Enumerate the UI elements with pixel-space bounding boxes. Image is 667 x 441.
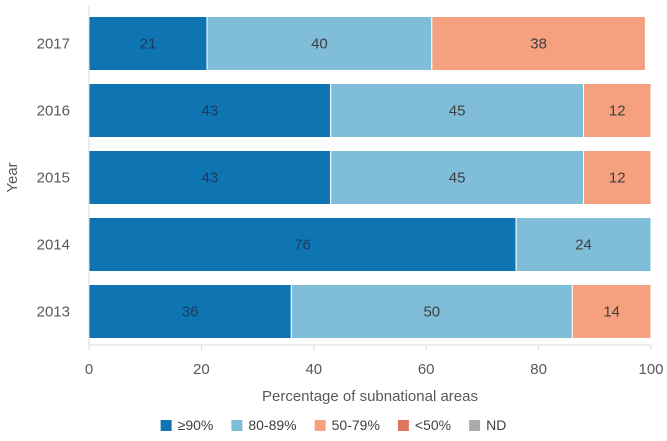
data-label-2013-series-2: 14	[603, 304, 620, 321]
bar-2015-series-1	[330, 150, 585, 205]
bar-2017-series-1	[206, 16, 433, 71]
data-label-2015-series-1: 45	[449, 170, 466, 187]
bar-2016-series-1	[330, 83, 585, 138]
bar-2016-series-0	[88, 83, 332, 138]
y-tick-label-2016: 2016	[37, 103, 70, 120]
y-tick-labels: 2017 2016 2015 2014 2013	[37, 36, 70, 321]
bars-layer	[88, 16, 652, 339]
bar-2014-series-0	[88, 217, 517, 272]
y-tick-label-2017: 2017	[37, 36, 70, 53]
legend-swatch-3	[397, 420, 409, 431]
legend-label-2: 50-79%	[332, 417, 380, 433]
x-tick-labels: 0 20 40 60 80 100	[85, 345, 664, 378]
data-label-2015-series-0: 43	[201, 170, 218, 187]
data-label-2017-series-1: 40	[311, 36, 328, 53]
bar-2014-series-1	[515, 217, 652, 272]
legend-label-1: 80-89%	[248, 417, 296, 433]
legend-label-3: <50%	[415, 417, 451, 433]
data-label-2017-series-2: 38	[530, 36, 547, 53]
data-label-2013-series-1: 50	[423, 304, 440, 321]
y-tick-label-2014: 2014	[37, 237, 70, 254]
data-label-2014-series-0: 76	[294, 237, 311, 254]
y-tick-label-2013: 2013	[37, 304, 70, 321]
bar-2013-series-2	[571, 284, 652, 339]
x-tick-label-80: 80	[530, 361, 547, 378]
legend: ≥90% 80-89% 50-79% <50% ND	[160, 417, 506, 433]
bar-2013-series-0	[88, 284, 292, 339]
legend-swatch-4	[469, 420, 481, 431]
x-tick-label-20: 20	[193, 361, 210, 378]
axes-layer	[88, 6, 651, 346]
bar-2015-series-2	[583, 150, 652, 205]
data-label-2017-series-0: 21	[140, 36, 157, 53]
legend-swatch-1	[231, 420, 243, 431]
legend-label-0: ≥90%	[178, 417, 214, 433]
legend-label-4: ND	[486, 417, 506, 433]
x-tick-label-0: 0	[85, 361, 93, 378]
data-label-2016-series-0: 43	[201, 103, 218, 120]
data-label-2016-series-2: 12	[609, 103, 626, 120]
data-label-2014-series-1: 24	[575, 237, 592, 254]
data-label-2016-series-1: 45	[449, 103, 466, 120]
y-axis-title: Year	[4, 162, 21, 192]
data-label-2013-series-0: 36	[182, 304, 199, 321]
x-axis-title: Percentage of subnational areas	[262, 388, 478, 405]
bar-2016-series-2	[583, 83, 652, 138]
legend-swatch-2	[314, 420, 326, 431]
x-tick-label-100: 100	[638, 361, 663, 378]
data-labels-layer: 21 40 38 43 45 12 43 45 12 76 24 36 50 14	[140, 36, 626, 321]
legend-swatch-0	[160, 420, 172, 431]
data-label-2015-series-2: 12	[609, 170, 626, 187]
bar-2015-series-0	[88, 150, 332, 205]
bar-2017-series-2	[431, 16, 646, 71]
y-tick-label-2015: 2015	[37, 170, 70, 187]
x-tick-label-40: 40	[305, 361, 322, 378]
x-tick-label-60: 60	[418, 361, 435, 378]
bar-2017-series-0	[88, 16, 208, 71]
bar-2013-series-1	[290, 284, 573, 339]
